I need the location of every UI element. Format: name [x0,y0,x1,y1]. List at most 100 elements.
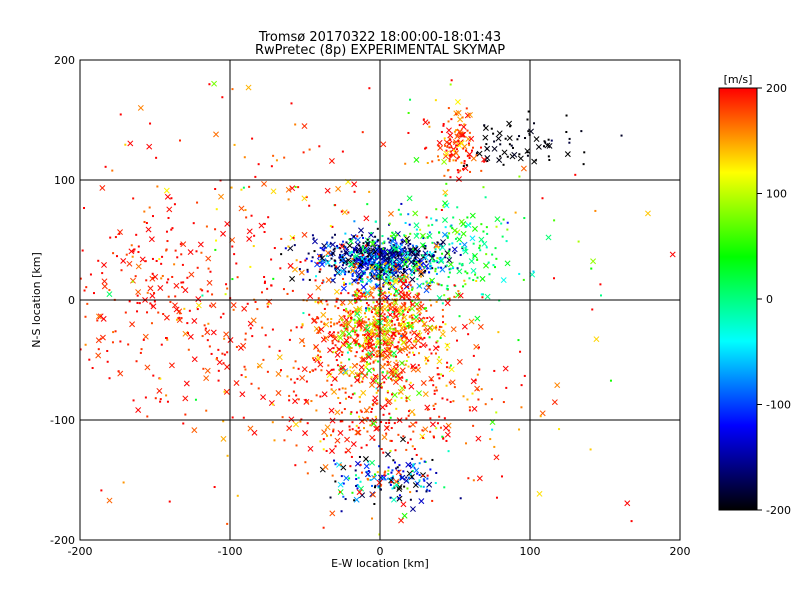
point-large [239,391,246,398]
point-small [583,151,586,154]
point-small [484,196,487,199]
point-large [454,99,461,105]
point-large [442,217,448,224]
point-small [600,294,603,297]
point-small [322,438,325,441]
point-small [351,421,354,424]
point-small [173,203,176,206]
point-small [301,324,304,327]
point-small [465,107,468,110]
point-small [374,484,377,487]
point-small [340,292,343,295]
point-large [385,451,391,458]
point-small [292,236,295,239]
point-small [260,291,263,294]
point-small [429,262,432,265]
point-small [120,269,123,272]
point-small [376,471,379,474]
point-small [346,329,349,332]
point-small [362,294,365,297]
point-small [331,225,334,228]
point-small [405,239,408,242]
point-small [396,363,399,366]
point-small [435,300,438,303]
point-small [154,397,157,400]
point-small [421,474,424,477]
point-small [405,396,408,399]
point-small [326,379,329,382]
point-small [371,346,374,349]
point-small [249,265,252,268]
point-small [287,245,290,248]
point-small [207,267,210,270]
point-small [365,302,368,305]
point-large [376,264,383,271]
point-small [354,270,357,273]
point-small [378,294,381,297]
point-small [467,477,470,480]
point-small [360,446,363,449]
point-large [385,336,391,343]
point-small [226,351,229,354]
point-large [403,306,410,313]
point-small [124,143,127,146]
point-small [475,279,478,282]
point-small [386,253,389,256]
point-small [375,249,378,252]
point-small [343,281,346,284]
point-small [425,490,428,493]
point-small [426,359,429,362]
point-small [242,186,245,189]
point-large [456,142,463,149]
point-small [194,398,197,401]
point-small [421,429,424,432]
point-large [343,337,350,344]
point-large [370,420,377,427]
point-large [312,238,318,245]
point-small [366,203,369,206]
point-small [365,444,368,447]
point-large [395,469,402,476]
point-small [381,371,384,374]
point-large [126,260,133,267]
point-small [132,250,135,253]
point-small [376,402,379,405]
point-small [387,281,390,284]
point-small [383,471,386,474]
point-small [352,265,355,268]
point-small [389,496,392,499]
point-large [385,321,392,328]
point-small [441,252,444,255]
point-small [493,369,496,372]
point-small [320,255,323,258]
point-small [419,345,422,348]
point-large [409,421,416,428]
point-large [409,276,416,283]
point-large [418,268,424,275]
point-small [266,370,269,373]
point-small [412,340,415,343]
point-small [134,275,137,278]
point-small [316,262,319,265]
point-small [322,280,325,283]
point-large [393,288,400,295]
point-small [340,303,343,306]
point-small [415,366,418,369]
point-large [368,232,375,238]
point-small [457,290,460,293]
point-small [394,449,397,452]
point-large [301,195,308,202]
point-small [332,331,335,334]
point-small [345,327,348,330]
point-small [466,398,469,401]
point-small [357,334,360,337]
point-small [360,372,363,375]
point-small [374,305,377,308]
point-large [328,158,335,164]
point-small [341,351,344,354]
point-large [383,279,390,286]
point-small [428,231,431,234]
point-small [630,520,633,523]
point-small [377,350,380,353]
point-small [353,248,356,251]
